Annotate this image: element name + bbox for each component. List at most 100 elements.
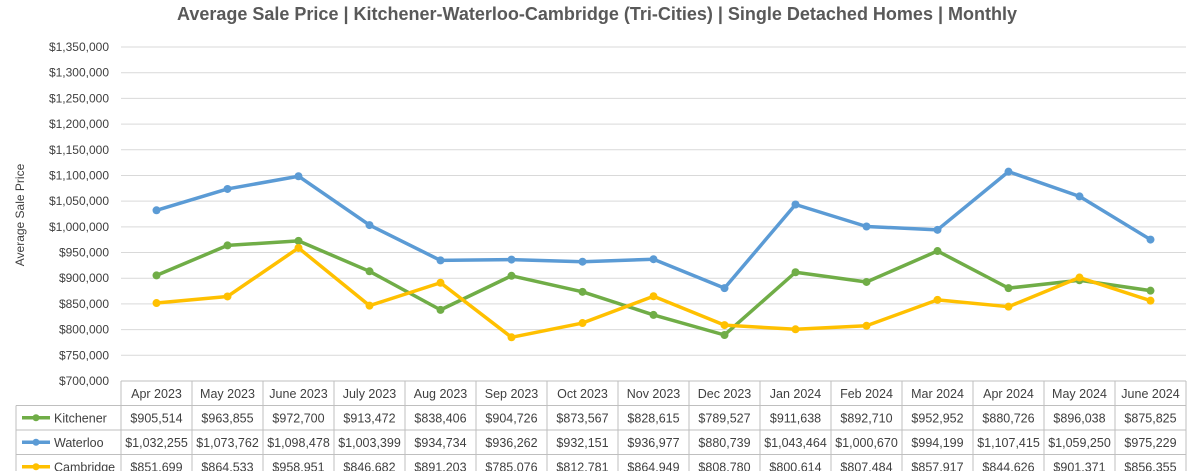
- data-point: [1146, 286, 1155, 295]
- table-value: $800,614: [769, 460, 821, 471]
- data-point: [933, 247, 942, 256]
- legend-key-marker: [32, 438, 40, 446]
- data-point: [862, 277, 871, 286]
- x-tick-label: Nov 2023: [627, 387, 681, 401]
- data-point: [223, 184, 232, 193]
- x-tick-label: June 2023: [269, 387, 327, 401]
- data-point: [649, 310, 658, 319]
- table-value: $789,527: [698, 411, 750, 425]
- data-point: [791, 268, 800, 277]
- y-tick-label: $1,300,000: [49, 66, 109, 80]
- data-point: [294, 172, 303, 181]
- table-value: $901,371: [1053, 460, 1105, 471]
- table-value: $1,059,250: [1048, 436, 1111, 450]
- table-value: $934,734: [414, 436, 466, 450]
- data-point: [791, 200, 800, 209]
- data-point: [933, 225, 942, 234]
- data-point: [720, 330, 729, 339]
- table-value: $875,825: [1124, 411, 1176, 425]
- table-value: $1,073,762: [196, 436, 259, 450]
- data-point: [1004, 167, 1013, 176]
- table-value: $892,710: [840, 411, 892, 425]
- y-tick-label: $850,000: [59, 297, 109, 311]
- table-value: $1,107,415: [977, 436, 1040, 450]
- data-point: [862, 222, 871, 231]
- table-value: $905,514: [130, 411, 182, 425]
- x-tick-label: Jan 2024: [770, 387, 821, 401]
- table-value: $873,567: [556, 411, 608, 425]
- table-value: $864,949: [627, 460, 679, 471]
- table-value: $856,355: [1124, 460, 1176, 471]
- data-point: [1004, 284, 1013, 293]
- table-value: $911,638: [770, 411, 821, 425]
- data-point: [649, 255, 658, 264]
- table-value: $972,700: [272, 411, 324, 425]
- data-point: [223, 292, 232, 301]
- x-tick-label: May 2023: [200, 387, 255, 401]
- chart-title: Average Sale Price | Kitchener-Waterloo-…: [177, 4, 1017, 24]
- data-point: [578, 319, 587, 328]
- data-point: [649, 292, 658, 301]
- x-tick-label: Sep 2023: [485, 387, 539, 401]
- legend-key-marker: [32, 414, 40, 422]
- x-tick-label: Feb 2024: [840, 387, 893, 401]
- data-point: [223, 241, 232, 250]
- table-value: $913,472: [343, 411, 395, 425]
- x-tick-label: Apr 2023: [131, 387, 182, 401]
- y-tick-label: $700,000: [59, 374, 109, 388]
- y-tick-label: $1,200,000: [49, 117, 109, 131]
- y-tick-label: $1,150,000: [49, 143, 109, 157]
- y-tick-label: $900,000: [59, 271, 109, 285]
- table-value: $838,406: [414, 411, 466, 425]
- y-tick-label: $800,000: [59, 323, 109, 337]
- table-value: $932,151: [556, 436, 608, 450]
- table-value: $807,484: [840, 460, 892, 471]
- table-value: $857,917: [911, 460, 963, 471]
- legend-label: Waterloo: [54, 436, 104, 450]
- table-value: $963,855: [201, 411, 253, 425]
- data-point: [1075, 192, 1084, 201]
- table-value: $1,098,478: [267, 436, 330, 450]
- data-point: [933, 295, 942, 304]
- table-value: $936,977: [627, 436, 679, 450]
- table-value: $828,615: [627, 411, 679, 425]
- data-point: [578, 287, 587, 296]
- data-point: [152, 271, 161, 280]
- table-value: $812,781: [556, 460, 608, 471]
- data-point: [365, 301, 374, 310]
- table-value: $958,951: [272, 460, 324, 471]
- data-point: [1004, 302, 1013, 311]
- data-point: [1075, 273, 1084, 282]
- data-point: [436, 278, 445, 287]
- data-point: [507, 333, 516, 342]
- data-point: [862, 321, 871, 330]
- series-line: [154, 169, 1153, 290]
- table-value: $880,726: [982, 411, 1034, 425]
- x-tick-label: June 2024: [1121, 387, 1179, 401]
- data-point: [720, 284, 729, 293]
- legend-label: Cambridge: [54, 460, 115, 471]
- data-point: [365, 267, 374, 276]
- y-tick-label: $1,350,000: [49, 40, 109, 54]
- y-tick-label: $1,100,000: [49, 168, 109, 182]
- table-value: $880,739: [698, 436, 750, 450]
- x-tick-label: Aug 2023: [414, 387, 468, 401]
- table-value: $896,038: [1053, 411, 1105, 425]
- y-tick-label: $750,000: [59, 348, 109, 362]
- data-point: [791, 325, 800, 334]
- table-value: $904,726: [485, 411, 537, 425]
- data-point: [365, 221, 374, 230]
- x-tick-label: Mar 2024: [911, 387, 964, 401]
- table-value: $975,229: [1124, 436, 1176, 450]
- table-value: $844,626: [982, 460, 1034, 471]
- table-value: $1,043,464: [764, 436, 827, 450]
- data-point: [152, 206, 161, 215]
- data-point: [436, 256, 445, 265]
- y-tick-label: $1,250,000: [49, 91, 109, 105]
- table-value: $851,699: [130, 460, 182, 471]
- data-point: [507, 255, 516, 264]
- data-point: [436, 305, 445, 314]
- data-point: [1146, 235, 1155, 244]
